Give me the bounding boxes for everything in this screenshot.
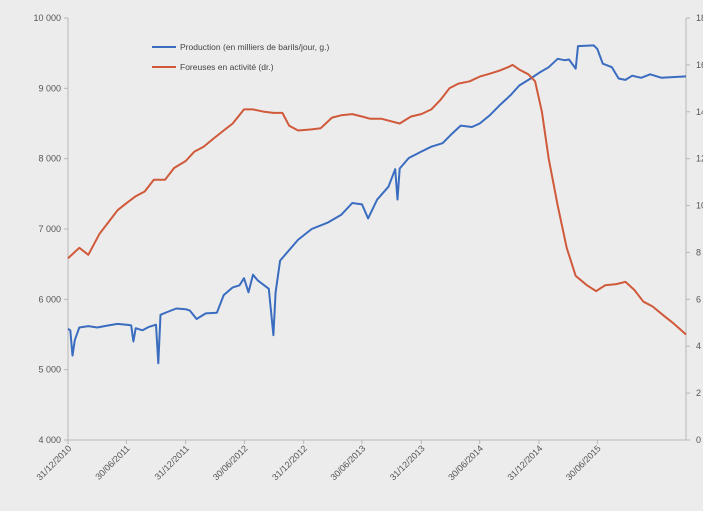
y2-tick-label: 16 — [696, 60, 703, 70]
y-tick-label: 9 000 — [38, 83, 61, 93]
y2-tick-label: 2 — [696, 388, 701, 398]
y2-tick-label: 4 — [696, 341, 701, 351]
left-axis-ticks: 4 000 5 000 6 000 7 000 8 000 9 000 10 000 — [33, 13, 68, 445]
y2-tick-label: 12 — [696, 154, 703, 164]
y-tick-label: 5 000 — [38, 365, 61, 375]
legend-label-production: Production (en milliers de barils/jour, … — [180, 42, 329, 52]
y-tick-label: 10 000 — [33, 13, 61, 23]
production-series-line — [67, 44, 687, 365]
y-tick-label: 8 000 — [38, 154, 61, 164]
y-tick-label: 7 000 — [38, 224, 61, 234]
y-tick-label: 6 000 — [38, 294, 61, 304]
y2-tick-label: 10 — [696, 201, 703, 211]
y2-tick-label: 0 — [696, 435, 701, 445]
legend-label-rigs: Foreuses en activité (dr.) — [180, 62, 274, 72]
y2-tick-label: 14 — [696, 107, 703, 117]
series-lines — [67, 44, 687, 365]
y2-tick-label: 18 — [696, 13, 703, 23]
legend: Production (en milliers de barils/jour, … — [152, 42, 329, 72]
y-tick-label: 4 000 — [38, 435, 61, 445]
y2-tick-label: 8 — [696, 247, 701, 257]
y2-tick-label: 6 — [696, 294, 701, 304]
right-axis-ticks: 0 2 4 6 8 10 12 14 16 18 — [686, 13, 703, 445]
rigs-series-line — [67, 63, 687, 336]
